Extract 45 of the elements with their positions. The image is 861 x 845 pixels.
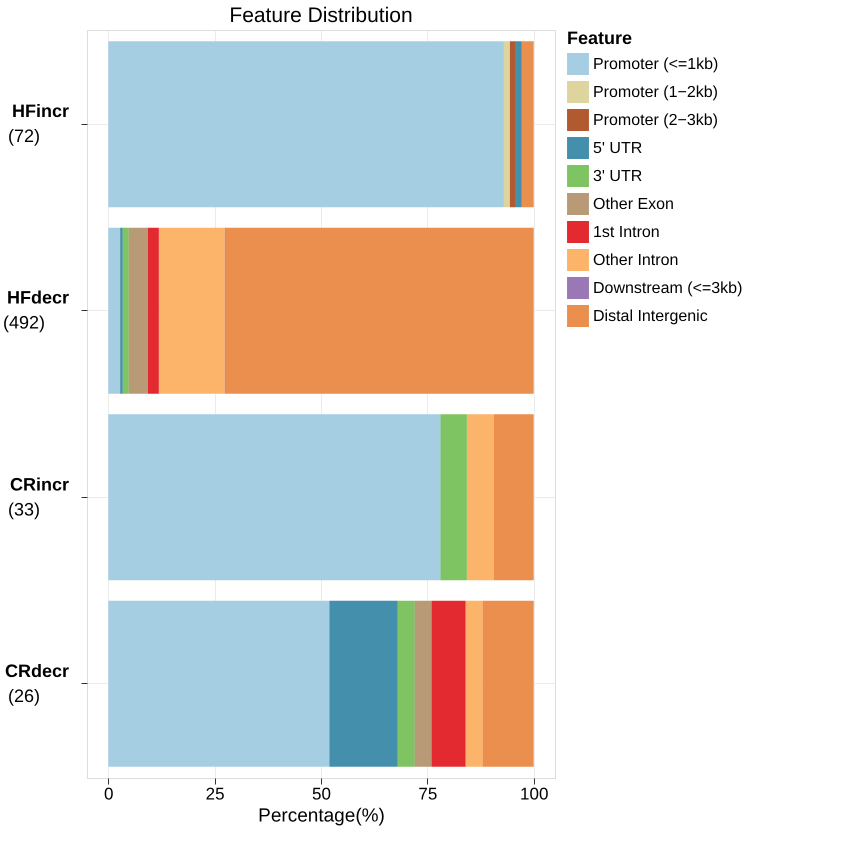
legend-label: Downstream (<=3kb) (593, 280, 742, 297)
bar (120, 228, 123, 394)
legend-label: Other Intron (593, 252, 678, 269)
bar (466, 600, 483, 767)
bar (414, 600, 432, 767)
x-tick-label: 100 (520, 784, 548, 804)
bar (482, 600, 534, 767)
x-tick-label: 25 (206, 784, 225, 804)
bar (108, 414, 441, 580)
legend-label: 3' UTR (593, 168, 642, 185)
legend-label: Promoter (1−2kb) (593, 84, 718, 101)
bar (432, 600, 466, 767)
x-axis-title: Percentage(%) (258, 806, 385, 826)
bar (148, 228, 159, 394)
legend-label: Promoter (<=1kb) (593, 56, 718, 73)
chart-title: Feature Distribution (229, 4, 413, 27)
bar (158, 228, 225, 394)
x-tick-label: 50 (312, 784, 331, 804)
bar (108, 600, 330, 767)
bar (226, 228, 534, 394)
bar (330, 600, 398, 767)
bar (522, 41, 534, 208)
bar (504, 41, 510, 208)
bar (122, 228, 129, 394)
category-label: HFincr (72) (8, 101, 69, 146)
legend-label: Other Exon (593, 196, 674, 213)
legend-label: Promoter (2−3kb) (593, 112, 718, 129)
category-label: HFdecr (492) (2, 288, 69, 333)
legend-label: 5' UTR (593, 140, 642, 157)
x-tick-label: 0 (104, 784, 114, 804)
legend-label: Distal Intergenic (593, 308, 708, 325)
legend-title: Feature (567, 28, 632, 48)
bar (440, 414, 467, 580)
bar (494, 414, 534, 580)
bar (108, 228, 120, 394)
category-label: CRincr (33) (8, 474, 69, 520)
category-label: CRdecr (26) (4, 660, 69, 706)
bar (398, 600, 415, 767)
bar (516, 41, 522, 208)
bar (108, 41, 504, 208)
legend-label: 1st Intron (593, 224, 660, 241)
bar (510, 41, 516, 208)
bar (128, 228, 148, 394)
bar (466, 414, 494, 580)
x-tick-label: 75 (418, 784, 438, 804)
